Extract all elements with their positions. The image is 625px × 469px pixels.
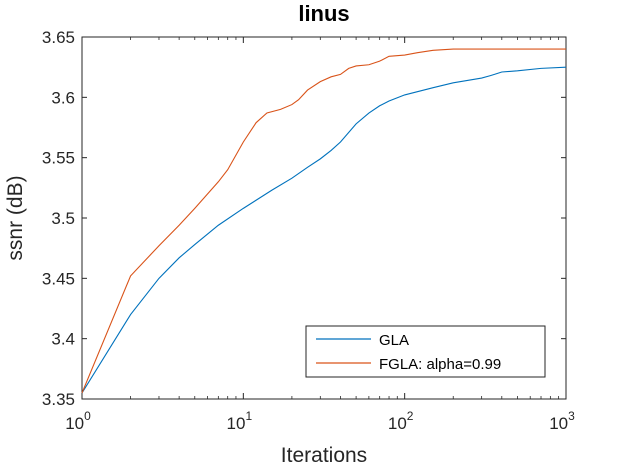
y-tick-label: 3.5 (51, 209, 75, 228)
x-axis-ticks: 100 101 102 103 (65, 37, 575, 433)
legend: GLA FGLA: alpha=0.99 (305, 325, 546, 378)
y-tick-label: 3.35 (42, 390, 75, 409)
x-axis-label: Iterations (281, 444, 367, 467)
series-line-gla (81, 66, 567, 394)
y-axis-ticks: 3.35 3.4 3.45 3.5 3.55 3.6 3.65 (42, 28, 566, 409)
y-tick-label: 3.55 (42, 149, 75, 168)
x-tick-label: 103 (549, 409, 575, 433)
series-layer (81, 48, 567, 394)
x-tick-label: 101 (227, 409, 253, 433)
legend-label-gla: GLA (379, 332, 409, 349)
y-tick-label: 3.4 (51, 330, 75, 349)
legend-box (305, 325, 546, 378)
legend-label-fgla: FGLA: alpha=0.99 (379, 356, 501, 373)
series-line-fgla (81, 48, 566, 394)
y-axis-label: ssnr (dB) (4, 175, 27, 260)
y-tick-label: 3.65 (42, 28, 75, 47)
chart-title: linus (298, 1, 349, 26)
y-tick-label: 3.45 (42, 269, 75, 288)
x-tick-label: 102 (388, 409, 414, 433)
y-tick-label: 3.6 (51, 88, 75, 107)
x-tick-label: 100 (65, 409, 91, 433)
